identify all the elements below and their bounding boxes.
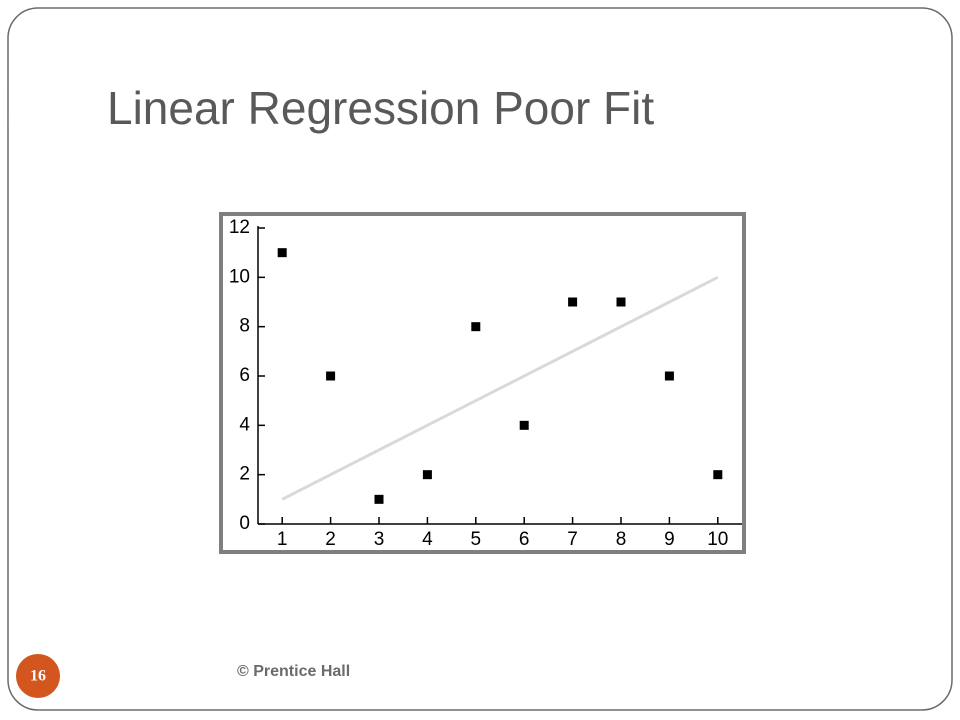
- point: [374, 494, 384, 504]
- y-tick-label: 10: [229, 266, 250, 287]
- x-tick-label: 4: [422, 529, 433, 550]
- y-tick-label: 2: [239, 464, 250, 485]
- x-tick-label: 2: [325, 529, 336, 550]
- x-tick-label: 9: [664, 529, 675, 550]
- point: [471, 322, 481, 332]
- y-tick-label: 4: [239, 414, 250, 435]
- x-tick-label: 5: [471, 529, 482, 550]
- point: [519, 420, 529, 430]
- point: [713, 470, 723, 480]
- fit-line: [281, 275, 719, 501]
- page-number: 16: [30, 668, 46, 685]
- x-tick-label: 8: [616, 529, 627, 550]
- point: [568, 297, 578, 307]
- point: [616, 297, 626, 307]
- y-tick-label: 8: [239, 316, 250, 337]
- x-tick-label: 10: [707, 529, 728, 550]
- chart-frame: [219, 212, 746, 554]
- x-tick-label: 7: [567, 529, 578, 550]
- point: [664, 371, 674, 381]
- y-tick-label: 6: [239, 365, 250, 386]
- slide-title: Linear Regression Poor Fit: [107, 82, 654, 134]
- page-badge: [16, 654, 60, 698]
- x-tick-label: 6: [519, 529, 530, 550]
- y-tick-label: 0: [239, 513, 250, 534]
- point: [326, 371, 336, 381]
- footer: © Prentice Hall: [237, 663, 350, 680]
- point: [422, 470, 432, 480]
- y-tick-label: 12: [229, 217, 250, 238]
- point: [277, 248, 287, 258]
- x-tick-label: 1: [277, 529, 288, 550]
- x-tick-label: 3: [374, 529, 385, 550]
